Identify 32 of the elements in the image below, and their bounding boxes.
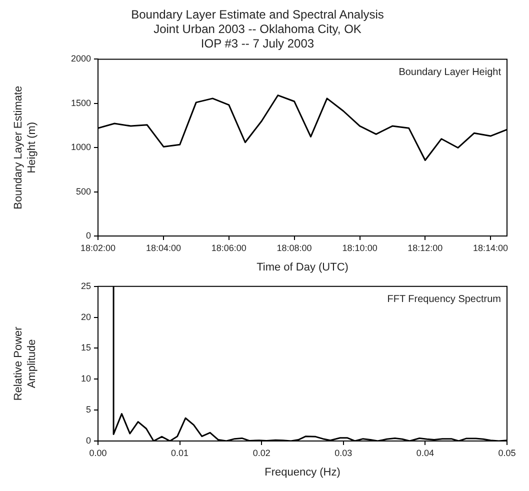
x-tick-label: 18:02:00	[80, 242, 116, 253]
y-tick-label: 0	[86, 435, 91, 446]
x-tick-label: 0.01	[171, 448, 189, 458]
x-tick-label: 0.03	[334, 448, 352, 458]
x-tick-label: 18:14:00	[472, 242, 508, 253]
x-tick-label: 0.00	[89, 448, 107, 458]
annotation: Boundary Layer Height	[398, 66, 502, 78]
y-tick-label: 500	[76, 186, 91, 196]
x-tick-label: 18:10:00	[342, 242, 378, 253]
y-axis-title: Relative Power Amplitude	[12, 326, 38, 401]
x-tick-label: 18:08:00	[276, 242, 312, 253]
annotation: FFT Frequency Spectrum	[387, 294, 501, 306]
x-tick-label: 18:04:00	[146, 242, 182, 253]
y-tick-label: 25	[80, 280, 91, 291]
y-tick-label: 10	[80, 374, 91, 384]
x-tick-label: 0.04	[416, 448, 434, 458]
x-tick-label: 18:06:00	[211, 242, 246, 253]
y-tick-label: 15	[80, 342, 91, 353]
y-tick-label: 20	[80, 312, 91, 322]
chart-title: Boundary Layer Estimate and Spectral Analysis	[131, 8, 384, 22]
x-tick-label: 0.05	[498, 448, 516, 458]
y-tick-label: 0	[86, 230, 91, 240]
x-tick-label: 0.02	[252, 448, 270, 458]
y-tick-label: 5	[86, 404, 91, 415]
x-tick-label: 18:12:00	[408, 242, 443, 253]
y-tick-label: 1500	[70, 98, 91, 108]
y-tick-label: 2000	[70, 54, 91, 64]
y-tick-label: 1000	[70, 142, 91, 152]
x-axis-title: Time of Day (UTC)	[256, 261, 348, 274]
chart-subtitle: Joint Urban 2003 -- Oklahoma City, OK IOP #3 -- 7 July 2003	[154, 22, 362, 50]
x-axis-title: Frequency (Hz)	[264, 466, 340, 478]
y-axis-title: Boundary Layer Estimate Height (m)	[12, 86, 38, 210]
